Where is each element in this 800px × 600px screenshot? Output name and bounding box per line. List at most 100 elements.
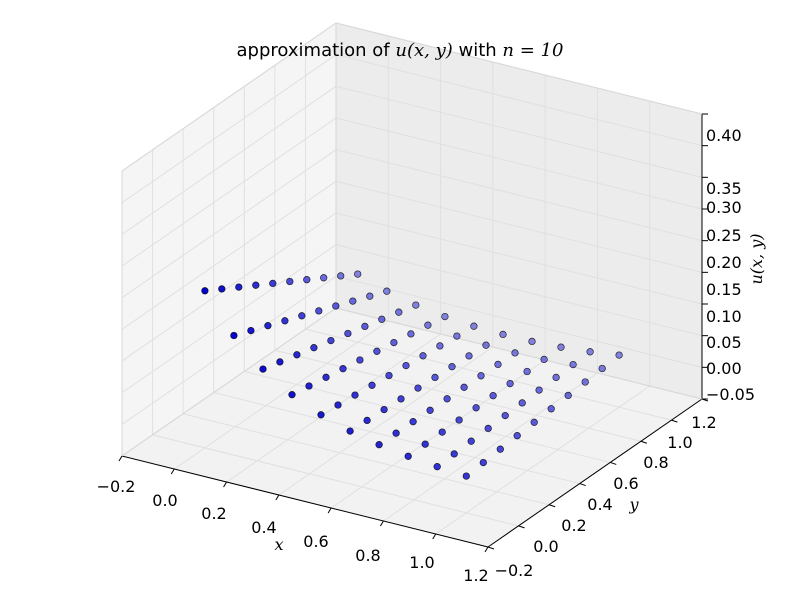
- data-point: [281, 317, 289, 325]
- x-tick-mark: [170, 468, 175, 475]
- grid-line: [121, 54, 337, 204]
- data-point: [305, 382, 313, 390]
- x-tick-label: 1.2: [463, 566, 488, 585]
- data-point: [414, 384, 422, 392]
- data-point: [528, 337, 536, 346]
- x-tick-label: −0.2: [97, 477, 136, 496]
- grid-line: [226, 333, 441, 483]
- data-point: [218, 285, 226, 293]
- data-point: [247, 326, 255, 335]
- data-point: [441, 312, 449, 321]
- data-point: [363, 416, 371, 425]
- data-point: [397, 395, 405, 403]
- data-point: [453, 332, 461, 340]
- data-points: [201, 270, 623, 480]
- data-point: [404, 452, 412, 460]
- grid-line: [121, 244, 337, 394]
- data-point: [436, 342, 444, 350]
- grid-line: [278, 346, 494, 496]
- y-tick-mark: [640, 440, 648, 444]
- y-tick-mark: [610, 461, 617, 465]
- data-point: [412, 301, 420, 309]
- z-tick-label: 0.05: [706, 333, 742, 352]
- data-point: [373, 347, 381, 355]
- data-point: [310, 344, 318, 352]
- data-point: [235, 283, 243, 291]
- z-tick-label: 0.20: [706, 253, 742, 272]
- data-point: [361, 322, 369, 331]
- chart-title: approximation of u(x, y) with n = 10: [237, 40, 564, 61]
- x-axis-line: [121, 455, 489, 548]
- data-point: [494, 360, 502, 369]
- data-point: [327, 336, 335, 345]
- data-point: [581, 378, 589, 386]
- data-point: [337, 272, 345, 280]
- data-point: [482, 341, 490, 349]
- x-tick-label: 0.0: [152, 491, 177, 510]
- back-pane: [336, 23, 702, 399]
- data-point: [513, 432, 521, 440]
- data-point: [378, 315, 386, 323]
- grid-line: [335, 149, 703, 242]
- data-point: [462, 472, 470, 480]
- x-tick-mark: [379, 520, 384, 527]
- x-axis-label: x: [274, 535, 283, 554]
- data-point: [322, 373, 330, 381]
- x-tick-mark: [484, 546, 489, 553]
- data-point: [366, 292, 374, 300]
- grid-line: [335, 85, 703, 178]
- y-tick-label: 0.0: [533, 537, 558, 556]
- data-point: [564, 391, 572, 400]
- z-axis-label: u(x, y): [747, 233, 766, 284]
- data-point: [455, 416, 463, 424]
- grid-line: [121, 85, 337, 235]
- data-point: [569, 360, 577, 369]
- data-point: [460, 383, 468, 391]
- data-point: [489, 392, 497, 400]
- data-point: [479, 458, 487, 467]
- data-point: [448, 363, 456, 371]
- data-point: [501, 411, 509, 420]
- axes-panes: [122, 23, 702, 547]
- data-point: [586, 348, 594, 356]
- data-point: [547, 405, 555, 413]
- x-tick-label: 0.6: [303, 532, 328, 551]
- data-point: [530, 418, 538, 426]
- data-point: [332, 302, 340, 310]
- pane-edge: [121, 307, 337, 457]
- y-axis-label: y: [628, 495, 639, 514]
- y-tick-mark: [487, 546, 495, 550]
- data-point: [409, 418, 417, 426]
- data-point: [354, 270, 362, 278]
- data-point: [477, 372, 485, 380]
- z-tick-label: 0.00: [706, 359, 742, 378]
- x-tick-mark: [327, 507, 332, 514]
- x-tick-label: 0.2: [201, 504, 226, 523]
- data-point: [598, 364, 606, 373]
- data-point: [392, 429, 400, 437]
- data-point: [346, 427, 354, 435]
- data-point: [540, 355, 548, 364]
- data-point: [385, 371, 393, 380]
- x-tick-mark: [275, 494, 280, 501]
- x-tick-label: 0.4: [251, 518, 276, 537]
- data-point: [499, 330, 507, 339]
- data-point: [535, 386, 543, 394]
- data-point: [557, 343, 565, 351]
- grid-line: [121, 212, 337, 362]
- data-point: [470, 322, 478, 330]
- data-point: [303, 276, 311, 284]
- data-point: [390, 338, 398, 347]
- x-tick-mark: [432, 533, 437, 540]
- grid-line: [213, 392, 580, 485]
- grid-line: [383, 372, 598, 522]
- y-axis-line: [487, 398, 703, 548]
- data-point: [320, 274, 328, 282]
- data-point: [424, 321, 432, 329]
- pane-edge: [121, 22, 337, 172]
- grid-line: [335, 275, 703, 368]
- x-tick-mark: [118, 455, 123, 462]
- data-point: [467, 437, 475, 445]
- data-point: [344, 329, 352, 338]
- x-tick-label: 0.8: [355, 546, 380, 565]
